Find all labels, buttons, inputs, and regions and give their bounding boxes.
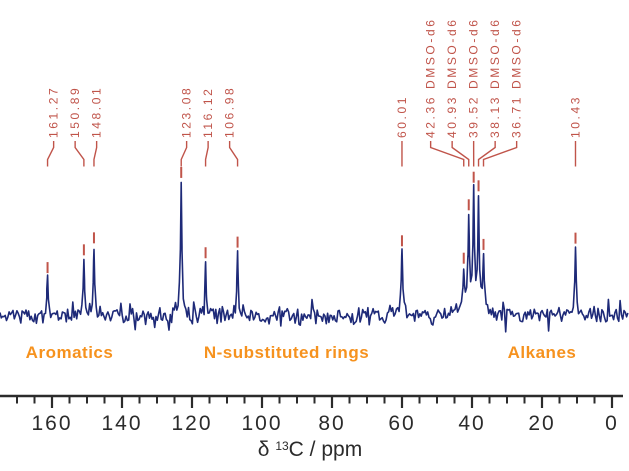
axis-title-isotope: 13 xyxy=(275,439,289,453)
peak-label: 161.27 xyxy=(47,86,61,138)
spectrum-trace xyxy=(0,181,629,333)
peak-label: 40.93 DMSO-d6 xyxy=(445,17,459,138)
peak-label: 106.98 xyxy=(223,86,237,138)
peak-leader-line xyxy=(93,141,98,167)
peak-leader-line xyxy=(228,141,239,167)
axis-tick-label: 120 xyxy=(171,412,212,435)
axis-tick-label: 60 xyxy=(388,412,415,435)
axis-tick-label: 40 xyxy=(458,412,485,435)
peak-label: 60.01 xyxy=(395,95,409,138)
axis-title-rest: C / ppm xyxy=(288,438,363,461)
peak-label: 116.12 xyxy=(201,87,215,138)
axis-tick-label: 160 xyxy=(31,412,72,435)
peak-label: 36.71 DMSO-d6 xyxy=(510,17,524,138)
peak-label: 150.89 xyxy=(68,86,82,138)
region-label-alkanes: Alkanes xyxy=(507,343,577,362)
peak-label: 39.52 DMSO-d6 xyxy=(467,17,481,138)
peak-label: 123.08 xyxy=(180,86,194,138)
peak-leader-line xyxy=(482,141,518,167)
axis-tick-label: 80 xyxy=(318,412,345,435)
peak-leader-line xyxy=(74,141,85,167)
axis-tick-label: 20 xyxy=(528,412,555,435)
peak-leader-line xyxy=(429,141,465,167)
peak-leader-line xyxy=(477,141,496,167)
axis-title-delta: δ xyxy=(257,438,276,461)
axis-tick-label: 100 xyxy=(241,412,282,435)
peak-leader-line xyxy=(180,141,188,167)
region-label-n-substituted-rings: N-substituted rings xyxy=(203,343,370,362)
region-label-aromatics: Aromatics xyxy=(25,343,114,362)
peak-leader-line xyxy=(451,141,470,167)
peak-label: 148.01 xyxy=(90,86,104,138)
axis-tick-label: 0 xyxy=(605,412,619,435)
peak-label: 10.43 xyxy=(568,95,582,138)
peak-leader-line xyxy=(204,141,209,167)
peak-label: 42.36 DMSO-d6 xyxy=(424,17,438,138)
x-axis-title: δ 13C / ppm xyxy=(258,438,362,462)
axis-tick-label: 140 xyxy=(101,412,142,435)
peak-label: 38.13 DMSO-d6 xyxy=(488,17,502,138)
peak-leader-line xyxy=(46,141,55,167)
